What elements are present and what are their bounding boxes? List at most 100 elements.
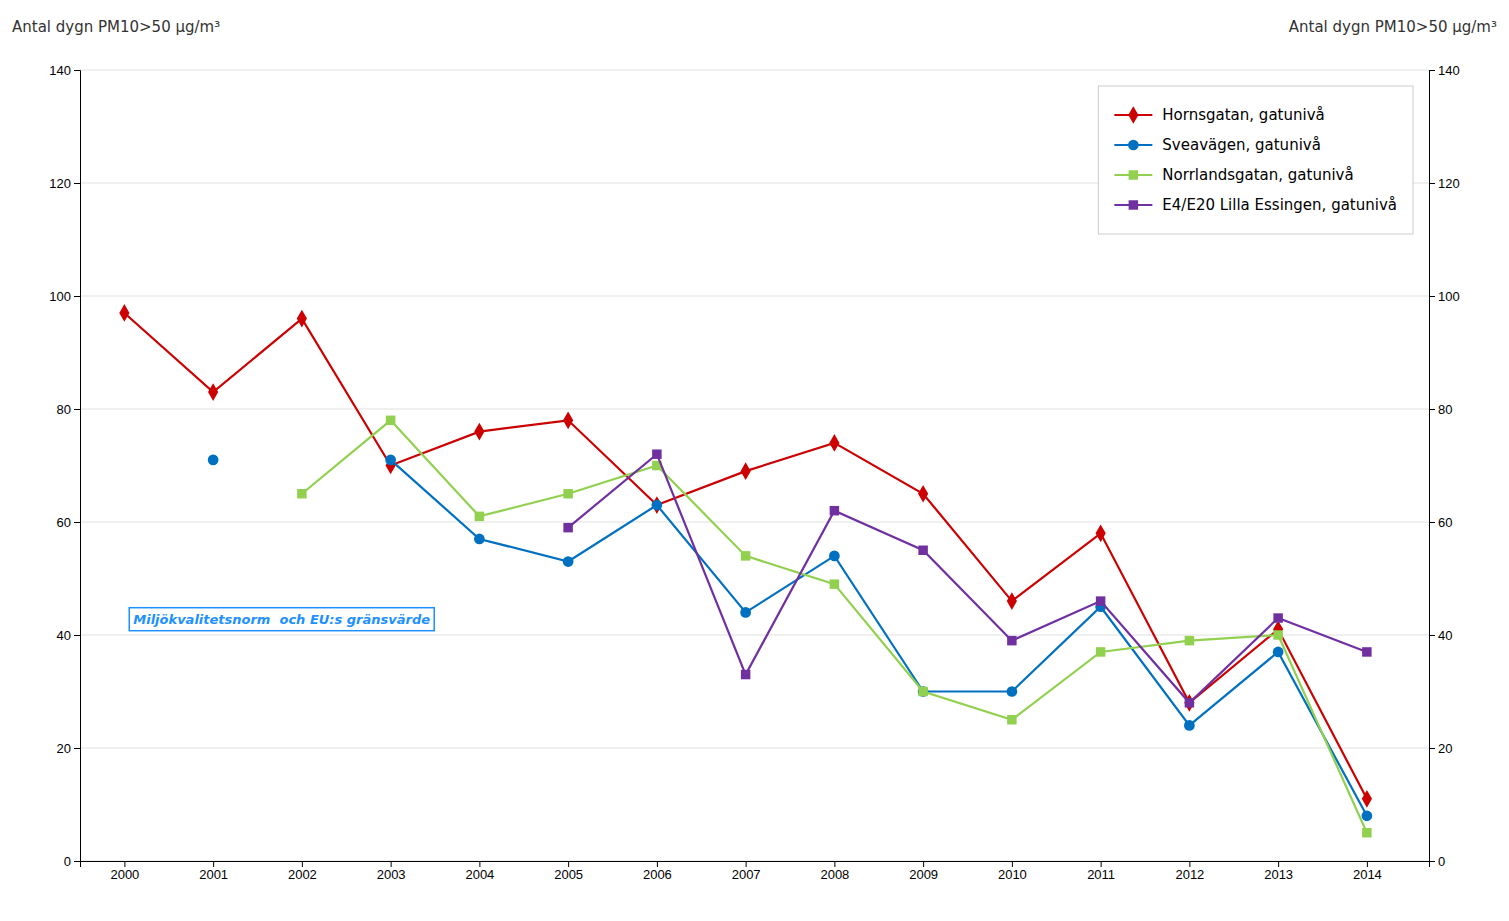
point: [563, 556, 574, 567]
tick-label: 20: [1438, 741, 1452, 756]
grid-line: [80, 522, 1429, 523]
grid-line: [80, 409, 1429, 410]
tick-label: 2005: [554, 867, 583, 882]
point: [829, 434, 839, 452]
y2-axis-title: Antal dygn PM10>50 µg/m³: [1289, 18, 1497, 36]
tick: 80: [1429, 402, 1452, 417]
annotation-text: Miljökvalitetsnorm och EU:s gränsvärde: [133, 612, 430, 627]
point: [119, 304, 129, 322]
point: [474, 534, 485, 545]
point: [741, 462, 751, 480]
tick-mark: [74, 635, 80, 636]
tick: 2007: [732, 861, 761, 882]
tick: 2014: [1353, 861, 1382, 882]
point: [385, 454, 396, 465]
tick-label: 2004: [465, 867, 494, 882]
tick-label: 60: [57, 515, 71, 530]
point: [1185, 698, 1194, 707]
tick-label: 120: [49, 176, 71, 191]
tick-mark: [1429, 183, 1435, 184]
point: [1096, 524, 1106, 542]
line: [568, 454, 1367, 703]
point: [1184, 694, 1194, 712]
tick-mark: [74, 409, 80, 410]
tick-mark: [1429, 522, 1435, 523]
tick: 40: [57, 628, 80, 643]
tick-mark: [124, 861, 125, 867]
point: [918, 686, 929, 697]
legend-label: Hornsgatan, gatunivå: [1162, 106, 1324, 124]
tick: 2008: [820, 861, 849, 882]
point: [1362, 790, 1372, 808]
point: [208, 454, 219, 465]
legend-label: Norrlandsgatan, gatunivå: [1162, 166, 1353, 184]
tick-mark: [1429, 409, 1435, 410]
legend-swatch-marker: [1128, 106, 1138, 124]
x-axis: 2000200120022003200420052006200720082009…: [81, 861, 1430, 882]
point: [1185, 636, 1194, 645]
tick-mark: [1101, 861, 1102, 867]
legend-swatch-marker: [1128, 140, 1139, 151]
series: [208, 454, 1372, 821]
point: [652, 449, 661, 458]
point: [652, 500, 663, 511]
tick-label: 140: [1438, 63, 1460, 78]
tick-label: 2007: [732, 867, 761, 882]
plot-area: [119, 304, 1372, 837]
tick: 2009: [909, 861, 938, 882]
tick-mark: [74, 748, 80, 749]
tick-label: 2014: [1353, 867, 1382, 882]
tick: 2005: [554, 861, 583, 882]
tick: 2006: [643, 861, 672, 882]
point: [1007, 636, 1016, 645]
line: [124, 313, 1367, 799]
tick-mark: [1429, 861, 1435, 862]
point: [474, 423, 484, 441]
grid-line: [80, 296, 1429, 297]
legend-swatch-marker: [1129, 170, 1138, 179]
point: [1096, 596, 1105, 605]
grid: [80, 70, 1429, 861]
tick: 60: [57, 515, 80, 530]
y-axis-line: [74, 71, 81, 862]
tick-label: 120: [1438, 176, 1460, 191]
tick: 20: [1429, 741, 1452, 756]
tick-mark: [834, 861, 835, 867]
y2-axis: 020406080100120140: [1429, 63, 1460, 869]
tick-label: 2002: [288, 867, 317, 882]
point: [563, 489, 572, 498]
tick: 140: [1429, 63, 1460, 78]
point: [1273, 647, 1284, 658]
tick-label: 80: [1438, 402, 1452, 417]
tick-label: 2010: [998, 867, 1027, 882]
tick-label: 140: [49, 63, 71, 78]
tick: 2003: [377, 861, 406, 882]
tick: 120: [49, 176, 80, 191]
legend-label: Sveavägen, gatunivå: [1162, 136, 1321, 154]
tick-label: 0: [64, 854, 71, 869]
legend-label: E4/E20 Lilla Essingen, gatunivå: [1162, 196, 1397, 214]
grid-line: [80, 748, 1429, 749]
tick: 0: [1429, 854, 1445, 869]
tick-label: 2012: [1175, 867, 1204, 882]
tick: 2011: [1087, 861, 1115, 882]
tick-label: 2000: [110, 867, 139, 882]
tick: 80: [57, 402, 80, 417]
point: [1273, 613, 1282, 622]
tick-label: 2006: [643, 867, 672, 882]
series: [563, 449, 1371, 707]
tick: 100: [49, 289, 80, 304]
tick-label: 20: [57, 741, 71, 756]
tick-mark: [1012, 861, 1013, 867]
tick-mark: [74, 522, 80, 523]
tick: 2002: [288, 861, 317, 882]
grid-line: [80, 635, 1429, 636]
tick-mark: [1429, 70, 1435, 71]
point: [1007, 686, 1018, 697]
legend-entry: Norrlandsgatan, gatunivå: [1114, 166, 1353, 184]
tick: 120: [1429, 176, 1460, 191]
tick-mark: [302, 861, 303, 867]
tick: 40: [1429, 628, 1452, 643]
legend-entry: E4/E20 Lilla Essingen, gatunivå: [1114, 196, 1397, 214]
tick: 140: [49, 63, 80, 78]
